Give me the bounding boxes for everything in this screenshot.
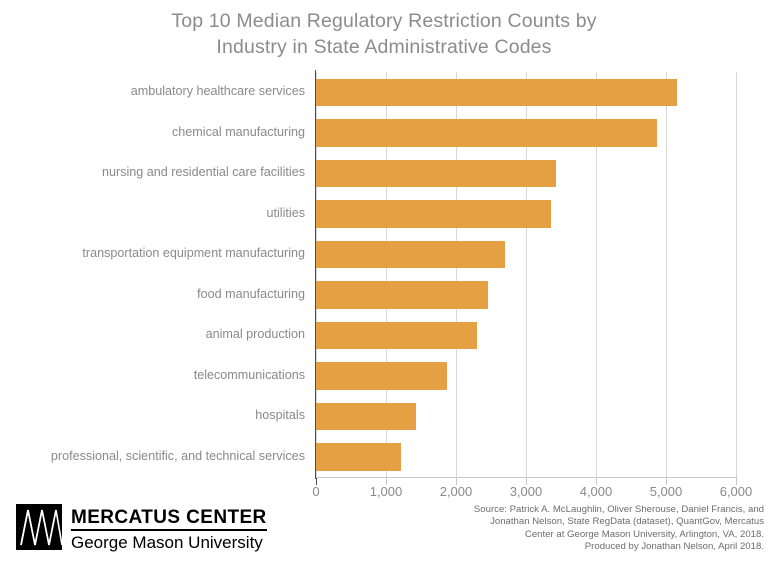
title-line-2: Industry in State Administrative Codes bbox=[216, 36, 552, 58]
x-axis-tick-label: 4,000 bbox=[579, 484, 613, 499]
source-line-1: Source: Patrick A. McLaughlin, Oliver Sh… bbox=[473, 504, 764, 515]
bar[interactable] bbox=[316, 362, 447, 390]
gridline-4000 bbox=[596, 72, 597, 477]
mercatus-m-mark-icon bbox=[16, 504, 63, 550]
source-note: Source: Patrick A. McLaughlin, Oliver Sh… bbox=[395, 504, 768, 554]
x-axis-line bbox=[316, 477, 737, 478]
tick-mark bbox=[596, 478, 597, 485]
y-axis-label: professional, scientific, and technical … bbox=[50, 448, 305, 463]
tick-mark bbox=[386, 478, 387, 485]
title-line-1: Top 10 Median Regulatory Restriction Cou… bbox=[171, 10, 597, 32]
logo-secondary-text: George Mason University bbox=[71, 532, 263, 552]
bar[interactable] bbox=[316, 443, 401, 471]
tick-mark bbox=[736, 478, 737, 485]
y-axis-label: transportation equipment manufacturing bbox=[82, 246, 305, 261]
bar-row bbox=[316, 437, 736, 478]
source-line-4: Produced by Jonathan Nelson, April 2018. bbox=[584, 541, 764, 553]
gridline-3000 bbox=[526, 72, 527, 477]
gridline-2000 bbox=[456, 72, 457, 477]
y-axis-label: hospitals bbox=[255, 408, 305, 423]
bar[interactable] bbox=[316, 78, 677, 106]
page-title: Top 10 Median Regulatory Restriction Cou… bbox=[0, 8, 768, 60]
y-axis-label: animal production bbox=[205, 327, 305, 342]
gridline-1000 bbox=[386, 72, 387, 477]
bar-row bbox=[316, 315, 736, 356]
x-axis-tick-label: 6,000 bbox=[719, 484, 753, 499]
tick-mark bbox=[456, 478, 457, 485]
tick-mark bbox=[316, 478, 318, 485]
bar[interactable] bbox=[316, 159, 557, 187]
source-line-3: Center at George Mason University, Arlin… bbox=[524, 528, 764, 540]
tick-mark bbox=[666, 478, 667, 485]
bar[interactable] bbox=[316, 321, 477, 349]
logo-divider bbox=[71, 529, 267, 531]
gridline-5000 bbox=[666, 72, 667, 477]
y-axis-line bbox=[315, 70, 317, 479]
bar-row bbox=[316, 275, 736, 316]
bar-row bbox=[316, 356, 736, 397]
bar-row bbox=[316, 72, 736, 113]
plot-area bbox=[316, 72, 737, 478]
bar-row bbox=[316, 396, 736, 437]
source-line-2: Jonathan Nelson, State RegData (dataset)… bbox=[490, 516, 764, 528]
bar-row bbox=[316, 113, 736, 154]
y-axis-labels: ambulatory healthcare services chemical m… bbox=[0, 72, 305, 477]
bar-row bbox=[316, 194, 736, 235]
y-axis-label: chemical manufacturing bbox=[172, 124, 305, 139]
x-axis-tick-label: 2,000 bbox=[439, 484, 473, 499]
y-axis-label: utilities bbox=[266, 205, 306, 220]
bar[interactable] bbox=[316, 200, 551, 228]
y-axis-label: telecommunications bbox=[193, 367, 305, 382]
x-axis-tick-label: 5,000 bbox=[649, 484, 683, 499]
logo-primary-text: MERCATUS CENTER bbox=[71, 507, 267, 528]
bar[interactable] bbox=[316, 240, 505, 268]
y-axis-label: nursing and residential care facilities bbox=[101, 165, 305, 180]
mercatus-logo: MERCATUS CENTER George Mason University bbox=[16, 504, 267, 553]
bar[interactable] bbox=[316, 281, 488, 309]
y-axis-label: food manufacturing bbox=[197, 286, 305, 301]
x-axis-tick-label: 1,000 bbox=[369, 484, 403, 499]
bar[interactable] bbox=[316, 402, 417, 430]
bar-chart: ambulatory healthcare services chemical m… bbox=[0, 70, 753, 499]
bar-row bbox=[316, 153, 736, 194]
x-axis-tick-label: 0 bbox=[312, 484, 320, 499]
gridline-0 bbox=[316, 72, 317, 477]
logo-text: MERCATUS CENTER George Mason University bbox=[71, 504, 267, 553]
y-axis-label: ambulatory healthcare services bbox=[130, 84, 305, 99]
tick-mark bbox=[526, 478, 527, 485]
bar[interactable] bbox=[316, 119, 657, 147]
bar-row bbox=[316, 234, 736, 275]
x-axis-tick-label: 3,000 bbox=[509, 484, 543, 499]
gridline-6000 bbox=[736, 72, 737, 477]
